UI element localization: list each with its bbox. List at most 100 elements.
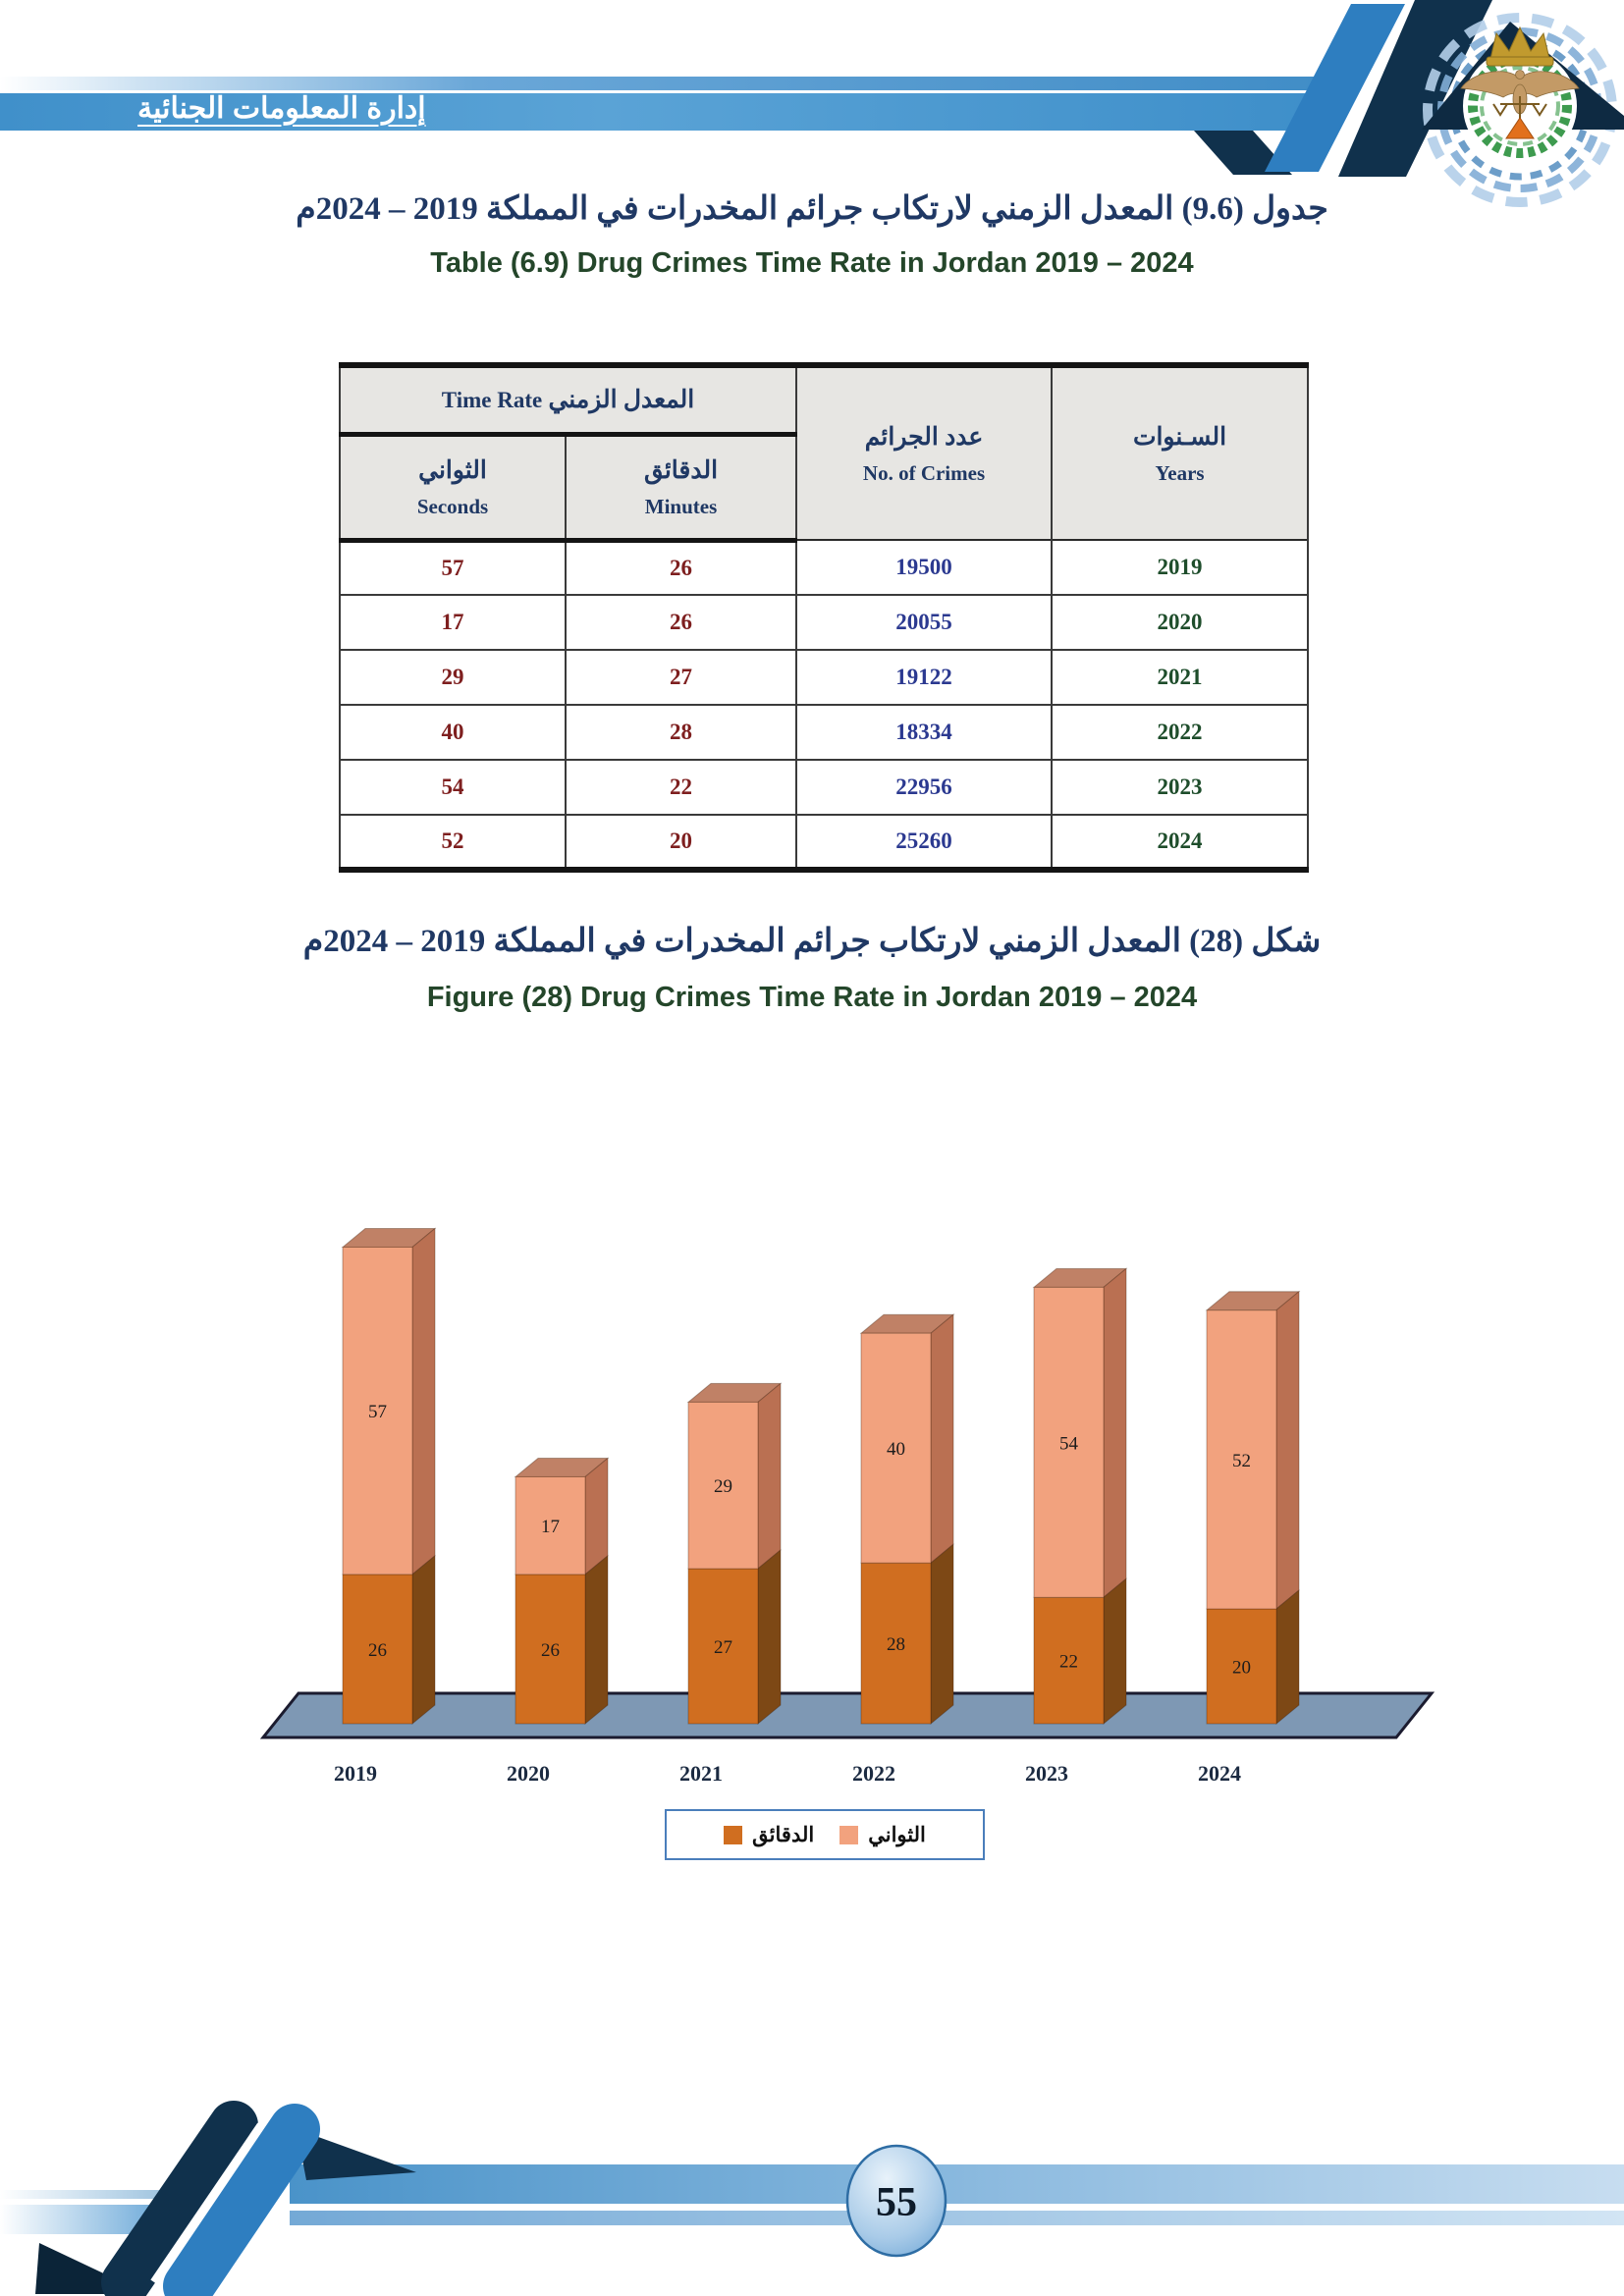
cell-min: 26 <box>564 539 798 596</box>
cell-year: 2022 <box>1051 704 1310 761</box>
x-axis-label: 2022 <box>852 1761 895 1786</box>
cell-min: 20 <box>564 814 798 871</box>
value-label-minutes: 26 <box>541 1640 560 1661</box>
value-label-minutes: 26 <box>368 1640 387 1661</box>
bar-side-minutes <box>757 1548 782 1726</box>
bar-front-seconds <box>514 1475 586 1575</box>
legend-swatch-icon <box>724 1825 743 1844</box>
bar-front-seconds <box>1033 1286 1105 1598</box>
bar-front-minutes <box>514 1574 586 1725</box>
page-number: 55 <box>876 2180 917 2225</box>
cell-crimes: 25260 <box>795 814 1054 871</box>
bar-side-minutes <box>1103 1577 1127 1726</box>
cell-min: 28 <box>564 704 798 761</box>
header-main-band <box>0 93 1345 131</box>
footer-fade-stripe-upper <box>0 2190 191 2199</box>
x-axis-label: 2021 <box>679 1761 723 1786</box>
cell-year: 2020 <box>1051 594 1310 651</box>
bar-front-minutes <box>687 1568 759 1725</box>
header-thin-stripe <box>0 77 1355 90</box>
psd-emblem-logo <box>1422 13 1624 207</box>
bar-front-seconds <box>1206 1309 1277 1610</box>
legend-item: الدقائق <box>724 1823 814 1847</box>
table-row: 57 26 19500 2019 <box>339 539 1310 596</box>
cell-crimes: 18334 <box>795 704 1054 761</box>
value-label-minutes: 22 <box>1059 1652 1078 1673</box>
cell-year: 2024 <box>1051 814 1310 871</box>
header-navy-wedge <box>1194 131 1292 175</box>
value-label-seconds: 40 <box>887 1439 905 1460</box>
footer-light-band <box>290 2211 1624 2225</box>
footer-band: 55 <box>0 2101 1624 2296</box>
value-label-seconds: 54 <box>1059 1433 1079 1454</box>
x-axis-label: 2023 <box>1025 1761 1068 1786</box>
cell-min: 26 <box>564 594 798 651</box>
bar-side-seconds <box>1103 1267 1127 1599</box>
bar-side-minutes <box>1275 1588 1300 1726</box>
cell-sec: 52 <box>339 814 567 871</box>
bar-front-minutes <box>1206 1608 1277 1725</box>
x-axis-label: 2020 <box>507 1761 550 1786</box>
header-blue-slash <box>1265 4 1405 172</box>
header-time-rate: Time Rate المعدل الزمني <box>338 365 798 437</box>
footer-ribbon <box>35 2101 416 2296</box>
value-label-seconds: 52 <box>1232 1451 1251 1471</box>
stacked-bar-chart: 26 57 2019 26 17 2020 27 29 2021 28 40 2022 22 54 2023… <box>259 1227 1435 1786</box>
header-banner <box>0 0 1624 207</box>
cell-sec: 40 <box>339 704 567 761</box>
header-no-of-crimes: عدد الجرائم No. of Crimes <box>795 365 1054 540</box>
emblem-wreath-icon <box>1468 54 1572 158</box>
cell-min: 22 <box>564 759 798 816</box>
value-label-seconds: 17 <box>541 1517 560 1537</box>
cell-sec: 57 <box>339 539 567 596</box>
value-label-seconds: 29 <box>714 1476 732 1497</box>
bar-front-minutes <box>1033 1596 1105 1725</box>
bar-side-minutes <box>411 1554 436 1726</box>
department-title: إدارة المعلومات الجنائية <box>137 91 426 125</box>
bar-side-seconds <box>757 1382 782 1571</box>
cell-year: 2021 <box>1051 649 1310 706</box>
bar-side-seconds <box>584 1457 609 1575</box>
bar-side-seconds <box>411 1227 436 1575</box>
cell-year: 2019 <box>1051 539 1310 596</box>
cell-sec: 29 <box>339 649 567 706</box>
page-number-badge: 55 <box>845 2144 947 2258</box>
bar-front-seconds <box>342 1246 413 1575</box>
table-row: 17 26 20055 2020 <box>339 594 1310 651</box>
bar-front-minutes <box>342 1574 413 1725</box>
header-seconds: الثواني Seconds <box>339 434 567 543</box>
cell-sec: 17 <box>339 594 567 651</box>
bar-side-minutes <box>930 1543 954 1726</box>
bar-side-seconds <box>930 1313 954 1565</box>
table-title-arabic: جدول (9.6) المعدل الزمني لارتكاب جرائم ا… <box>296 191 1328 227</box>
table-row: 52 20 25260 2024 <box>339 814 1310 871</box>
drug-crimes-table: Time Rate المعدل الزمني عدد الجرائم No. … <box>338 362 1310 873</box>
value-label-minutes: 28 <box>887 1634 905 1655</box>
bar-front-minutes <box>860 1562 932 1725</box>
x-axis-label: 2024 <box>1198 1761 1241 1786</box>
value-label-seconds: 57 <box>368 1402 387 1422</box>
footer-main-band <box>290 2164 1624 2204</box>
cell-crimes: 19500 <box>795 539 1054 596</box>
legend-swatch-icon <box>839 1825 859 1844</box>
table-title-english: Table (6.9) Drug Crimes Time Rate in Jor… <box>430 247 1194 279</box>
bar-side-minutes <box>584 1554 609 1726</box>
x-axis-label: 2019 <box>334 1761 377 1786</box>
header-minutes: الدقائق Minutes <box>564 434 798 543</box>
bar-side-seconds <box>1275 1290 1300 1611</box>
value-label-minutes: 27 <box>714 1637 732 1658</box>
table-row: 54 22 22956 2023 <box>339 759 1310 816</box>
header-years: السـنوات Years <box>1051 365 1310 540</box>
table-row: 29 27 19122 2021 <box>339 649 1310 706</box>
legend-item: الثواني <box>839 1823 926 1847</box>
cell-crimes: 20055 <box>795 594 1054 651</box>
emblem-triangle-icon <box>1505 117 1535 139</box>
crown-icon <box>1486 26 1554 67</box>
legend-label: الدقائق <box>752 1822 815 1846</box>
cell-crimes: 19122 <box>795 649 1054 706</box>
bar-front-seconds <box>860 1332 932 1564</box>
value-label-minutes: 20 <box>1232 1658 1251 1679</box>
cell-crimes: 22956 <box>795 759 1054 816</box>
bar-front-seconds <box>687 1401 759 1570</box>
